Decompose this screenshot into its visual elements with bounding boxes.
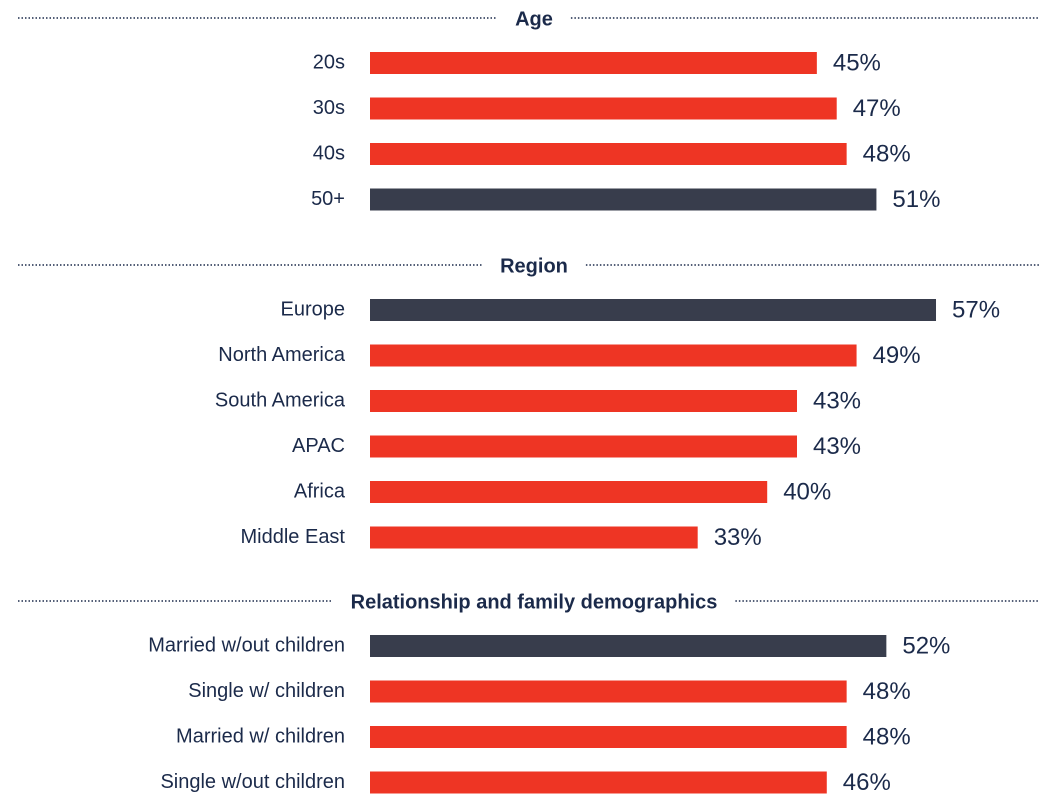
bar: [370, 344, 857, 367]
bar: [370, 435, 797, 458]
value-label: 47%: [853, 95, 901, 122]
value-label: 43%: [813, 433, 861, 460]
value-label: 52%: [902, 632, 950, 659]
section-title: Age: [515, 8, 553, 30]
category-label: South America: [215, 389, 346, 411]
value-label: 57%: [952, 296, 1000, 323]
bar: [370, 635, 887, 657]
bar: [370, 299, 937, 321]
value-label: 46%: [843, 769, 891, 795]
category-label: Married w/ children: [176, 725, 345, 747]
section-title: Region: [500, 255, 568, 277]
bar: [370, 526, 698, 549]
category-label: 50+: [311, 188, 345, 210]
bar: [370, 143, 847, 165]
bar: [370, 771, 827, 794]
category-label: North America: [218, 344, 346, 366]
category-label: 40s: [313, 142, 345, 164]
value-label: 49%: [873, 342, 921, 369]
category-label: Africa: [294, 480, 346, 502]
category-label: Married w/out children: [148, 634, 345, 656]
bar: [370, 726, 847, 748]
bar: [370, 52, 817, 74]
value-label: 48%: [863, 723, 911, 750]
category-label: Europe: [281, 298, 346, 320]
bar: [370, 97, 837, 120]
category-label: Single w/out children: [160, 771, 345, 793]
value-label: 43%: [813, 387, 861, 414]
section-title: Relationship and family demographics: [351, 591, 718, 613]
category-label: Single w/ children: [188, 680, 345, 702]
value-label: 45%: [833, 49, 881, 76]
value-label: 48%: [863, 140, 911, 167]
value-label: 33%: [714, 524, 762, 551]
bar: [370, 188, 877, 211]
value-label: 48%: [863, 678, 911, 705]
bar: [370, 680, 847, 703]
bar: [370, 390, 797, 412]
value-label: 51%: [892, 186, 940, 213]
category-label: Middle East: [241, 526, 346, 548]
bar: [370, 481, 768, 503]
category-label: 20s: [313, 51, 345, 73]
category-label: APAC: [292, 435, 345, 457]
value-label: 40%: [783, 478, 831, 505]
category-label: 30s: [313, 97, 345, 119]
